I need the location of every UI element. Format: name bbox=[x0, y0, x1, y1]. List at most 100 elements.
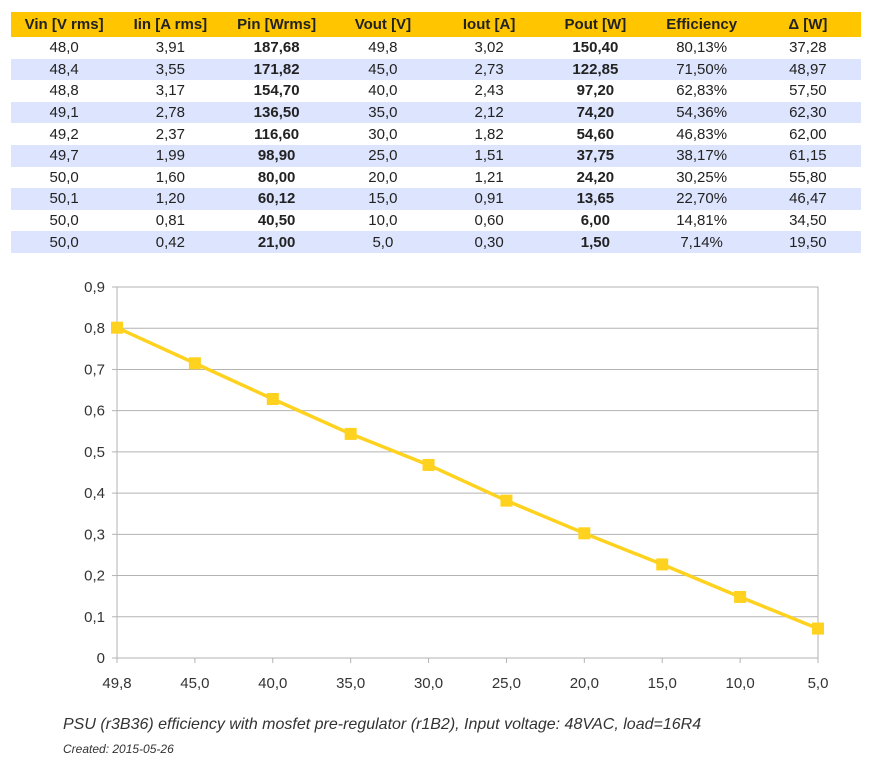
table-cell: 50,0 bbox=[49, 212, 79, 230]
table-cell: 71,50% bbox=[648, 58, 755, 81]
y-tick-label: 0,8 bbox=[84, 320, 105, 337]
table-cell: 61,15 bbox=[754, 144, 861, 167]
table-cell: 15,0 bbox=[329, 188, 436, 210]
table-cell: 48,97 bbox=[754, 58, 861, 81]
table-cell: 3,17 bbox=[155, 82, 185, 100]
table-row: 49,7 1,99 98,90 25,0 1,51 37,75 38,17% 61,15 bbox=[11, 144, 861, 167]
table-cell: 48,4 bbox=[11, 58, 118, 81]
table-cell: 50,0 bbox=[49, 168, 79, 186]
table-cell: 0,42 bbox=[117, 231, 224, 253]
y-tick-label: 0 bbox=[97, 650, 105, 667]
table-cell: 57,50 bbox=[789, 82, 827, 100]
table-header-row: Vin [V rms] Iin [A rms] Pin [Wrms] Vout … bbox=[11, 12, 861, 37]
data-point-marker bbox=[500, 494, 513, 507]
table-row: 50,0 0,42 21,00 5,0 0,30 1,50 7,14% 19,50 bbox=[11, 231, 861, 253]
table-row: 48,4 3,55 171,82 45,0 2,73 122,85 71,50% 48,97 bbox=[11, 58, 861, 81]
table-cell: 2,37 bbox=[155, 125, 185, 143]
table-cell: 7,14% bbox=[648, 231, 755, 253]
series-line bbox=[116, 326, 819, 631]
table-cell: 0,60 bbox=[474, 212, 504, 230]
table-cell: 49,8 bbox=[368, 39, 398, 57]
table-cell: 40,50 bbox=[257, 212, 296, 230]
table-cell: 24,20 bbox=[576, 168, 615, 186]
table-cell: 5,0 bbox=[329, 231, 436, 253]
table-cell: 3,55 bbox=[117, 58, 224, 81]
x-tick-label: 15,0 bbox=[648, 675, 677, 692]
table-cell: 62,30 bbox=[754, 101, 861, 124]
created-date: Created: 2015-05-26 bbox=[63, 742, 174, 756]
table-cell: 25,0 bbox=[329, 144, 436, 167]
table-cell: 34,50 bbox=[789, 212, 827, 230]
table-cell: 21,00 bbox=[223, 231, 330, 253]
table-cell: 80,13% bbox=[676, 39, 728, 57]
table-row: 50,1 1,20 60,12 15,0 0,91 13,65 22,70% 46,47 bbox=[11, 188, 861, 210]
table-cell: 122,85 bbox=[542, 58, 649, 81]
data-point-marker bbox=[111, 321, 123, 334]
table-cell: 37,28 bbox=[789, 39, 827, 57]
table-cell: 46,47 bbox=[754, 188, 861, 210]
table-cell: 30,0 bbox=[368, 125, 398, 143]
table-cell: 14,81% bbox=[676, 212, 728, 230]
table-cell: 2,12 bbox=[436, 101, 543, 124]
x-tick-label: 10,0 bbox=[726, 675, 755, 692]
table-row: 49,2 2,37 116,60 30,0 1,82 54,60 46,83% 62,00 bbox=[11, 123, 861, 145]
y-tick-label: 0,4 bbox=[84, 485, 105, 502]
data-point-marker bbox=[812, 622, 824, 635]
table-cell: 116,60 bbox=[254, 125, 300, 143]
table-cell: 49,2 bbox=[49, 125, 79, 143]
table-cell: 171,82 bbox=[223, 58, 330, 81]
table-cell: 154,70 bbox=[253, 82, 300, 100]
x-tick-label: 45,0 bbox=[180, 675, 209, 692]
table-row: 50,0 1,60 80,00 20,0 1,21 24,20 30,25% 55,80 bbox=[11, 167, 861, 189]
table-cell: 60,12 bbox=[223, 188, 330, 210]
table-cell: 0,30 bbox=[436, 231, 543, 253]
data-point-marker bbox=[344, 427, 357, 440]
efficiency-line-chart: 0 0,1 0,2 0,3 0,4 0,5 0,6 0,7 0,8 0,9 49,8 45,0 40,0… bbox=[84, 279, 828, 692]
table-cell: 49,1 bbox=[11, 101, 118, 124]
x-tick-label: 25,0 bbox=[492, 675, 521, 692]
data-point-marker bbox=[188, 357, 201, 370]
table-cell: 62,83% bbox=[676, 82, 728, 100]
y-tick-label: 0,9 bbox=[84, 279, 105, 296]
y-tick-label: 0,7 bbox=[84, 361, 105, 378]
x-tick-label: 30,0 bbox=[414, 675, 443, 692]
x-tick-label: 20,0 bbox=[570, 675, 599, 692]
table-cell: 1,51 bbox=[436, 144, 543, 167]
x-tick-label: 49,8 bbox=[102, 675, 131, 692]
data-point-marker bbox=[578, 527, 591, 540]
y-tick-label: 0,1 bbox=[84, 609, 105, 626]
header-efficiency: Efficiency bbox=[648, 12, 755, 37]
table-cell: 48,0 bbox=[49, 39, 79, 57]
table-cell: 50,0 bbox=[11, 231, 118, 253]
table-cell: 40,0 bbox=[368, 82, 398, 100]
measurement-table: Vin [V rms] Iin [A rms] Pin [Wrms] Vout … bbox=[11, 12, 861, 253]
table-cell: 1,99 bbox=[117, 144, 224, 167]
table-cell: 0,81 bbox=[155, 212, 185, 230]
table-cell: 50,1 bbox=[11, 188, 118, 210]
table-cell: 20,0 bbox=[368, 168, 398, 186]
table-cell: 74,20 bbox=[542, 101, 649, 124]
y-tick-label: 0,6 bbox=[84, 403, 105, 420]
header-iout: Iout [A] bbox=[436, 12, 543, 37]
table-cell: 2,78 bbox=[117, 101, 224, 124]
y-tick-label: 0,2 bbox=[84, 568, 105, 585]
table-cell: 0,91 bbox=[436, 188, 543, 210]
table-cell: 54,36% bbox=[648, 101, 755, 124]
x-tick-label: 35,0 bbox=[336, 675, 365, 692]
x-tick-label: 40,0 bbox=[258, 675, 287, 692]
table-cell: 1,50 bbox=[542, 231, 649, 253]
table-cell: 37,75 bbox=[542, 144, 649, 167]
table-cell: 49,7 bbox=[11, 144, 118, 167]
table-cell: 1,60 bbox=[155, 168, 185, 186]
header-vout: Vout [V] bbox=[329, 12, 436, 37]
data-point-marker bbox=[422, 458, 435, 471]
table-row: 48,8 3,17 154,70 40,0 2,43 97,20 62,83% 57,50 bbox=[11, 80, 861, 102]
table-cell: 54,60 bbox=[576, 125, 615, 143]
table-cell: 97,20 bbox=[576, 82, 615, 100]
y-tick-label: 0,3 bbox=[84, 526, 105, 543]
header-delta: Δ [W] bbox=[754, 12, 861, 37]
table-cell: 19,50 bbox=[754, 231, 861, 253]
header-vin: Vin [V rms] bbox=[11, 12, 118, 37]
table-cell: 38,17% bbox=[648, 144, 755, 167]
table-cell: 46,83% bbox=[676, 125, 728, 143]
